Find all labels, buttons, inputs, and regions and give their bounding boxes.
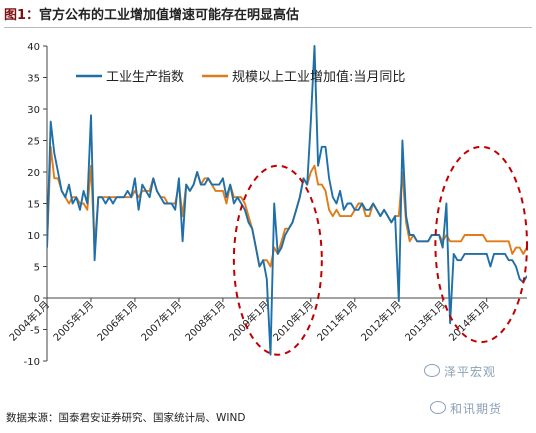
- x-tick-label: 2005年1月: [50, 298, 96, 344]
- x-tick-label: 2010年1月: [270, 298, 316, 344]
- y-tick-label: 35: [27, 74, 40, 85]
- highlight-ellipse-1: [232, 164, 323, 356]
- y-tick-label: 30: [27, 105, 40, 116]
- figure-title-text: 官方公布的工业增加值增速可能存在明显高估: [39, 8, 300, 23]
- wechat-icon: [430, 401, 446, 414]
- y-tick-label: 0: [34, 294, 40, 305]
- x-tick-label: 2014年1月: [446, 298, 492, 344]
- y-tick-label: 10: [27, 231, 40, 242]
- wechat-icon: [424, 364, 440, 377]
- x-tick-label: 2006年1月: [94, 298, 140, 344]
- legend-label: 工业生产指数: [106, 70, 184, 85]
- y-tick-label: -10: [24, 357, 40, 368]
- figure-label: 图1：: [4, 8, 40, 23]
- x-tick-label: 2009年1月: [226, 298, 272, 344]
- y-tick-label: 25: [27, 137, 40, 148]
- y-tick-label: 15: [27, 200, 40, 211]
- figure-title: 图1：官方公布的工业增加值增速可能存在明显高估: [4, 5, 532, 28]
- x-tick-label: 2011年1月: [314, 298, 360, 344]
- source-note: 数据来源：国泰君安证券研究、国家统计局、WIND: [6, 412, 246, 424]
- y-tick-label: -5: [30, 326, 40, 337]
- x-tick-label: 2013年1月: [402, 298, 448, 344]
- series-line-value-added-yoy: [47, 145, 527, 268]
- x-tick-label: 2007年1月: [138, 298, 184, 344]
- watermark-2-text: 和讯期货: [450, 402, 503, 416]
- highlight-ellipse-2: [434, 145, 529, 344]
- watermark-1-text: 泽平宏观: [444, 365, 497, 379]
- legend-label: 规模以上工业增加值:当月同比: [232, 69, 405, 85]
- x-tick-label: 2004年1月: [6, 298, 52, 344]
- x-tick-label: 2008年1月: [182, 298, 228, 344]
- line-chart: -10 -5 0 5 10 15 20 25 30 35 40 2004年1月 2005年1月 2006年…: [6, 42, 529, 368]
- watermark-1: 泽平宏观: [424, 363, 496, 380]
- y-tick-label: 20: [27, 168, 40, 179]
- y-tick-label: 40: [27, 42, 40, 53]
- watermark-2: 和讯期货: [430, 400, 502, 417]
- series-line-industrial-production-index: [47, 45, 527, 356]
- y-tick-label: 5: [34, 263, 40, 274]
- x-tick-label: 2012年1月: [358, 298, 404, 344]
